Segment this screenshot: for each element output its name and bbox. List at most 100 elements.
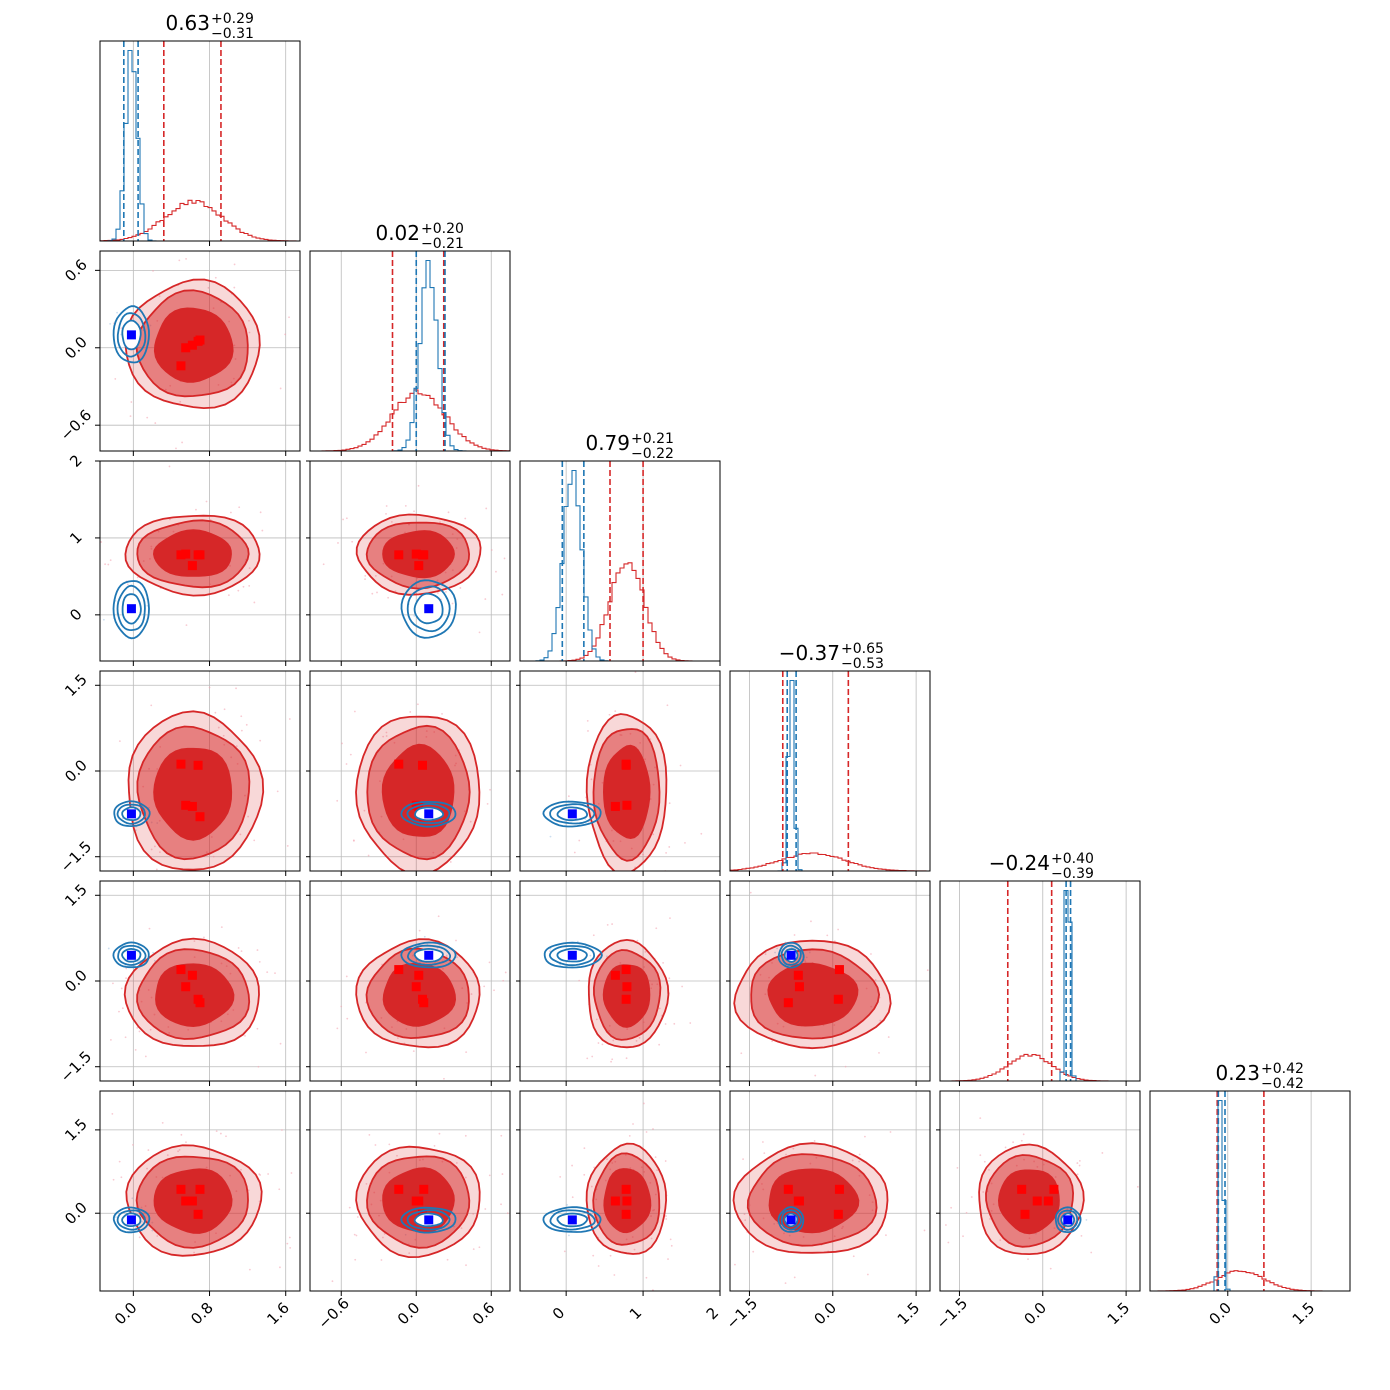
red-sample-point — [923, 1229, 926, 1232]
red-sample-point — [612, 1039, 615, 1042]
red-marker — [414, 970, 424, 980]
red-marker — [394, 1184, 404, 1194]
red-sample-point — [813, 1140, 816, 1142]
blue-sample-point — [151, 1229, 154, 1232]
blue-truth-marker — [786, 950, 796, 960]
red-sample-point — [814, 1074, 817, 1077]
red-sample-point — [276, 790, 279, 793]
red-contour-2 — [997, 1169, 1060, 1235]
red-sample-point — [563, 1250, 566, 1253]
red-contour-2 — [152, 529, 232, 577]
panel-frame — [309, 1090, 511, 1292]
blue-contour-1 — [116, 1209, 147, 1231]
blue-sample-point — [109, 322, 112, 325]
red-sample-point — [590, 778, 593, 781]
red-sample-point — [642, 853, 644, 856]
red-sample-point — [163, 878, 165, 880]
red-sample-point — [288, 718, 291, 720]
red-sample-point — [367, 854, 370, 857]
title-plus: +0.40 — [1051, 851, 1094, 867]
blue-sample-point — [568, 1234, 570, 1237]
title-median: 0.63 — [165, 11, 210, 35]
red-sample-point — [606, 1158, 608, 1161]
blue-truth-marker — [567, 809, 577, 819]
red-sample-point — [979, 1117, 982, 1119]
red-sample-point — [668, 977, 671, 980]
blue-contour-0 — [112, 1206, 151, 1234]
red-sample-point — [593, 1166, 596, 1169]
red-sample-point — [248, 331, 251, 334]
panel-5-2: 0 1 2 — [516, 1090, 722, 1323]
red-sample-point — [571, 1164, 573, 1167]
red-marker — [181, 343, 191, 353]
red-sample-point — [589, 763, 592, 766]
y-tick-label: 1.5 — [61, 880, 91, 910]
red-sample-point — [178, 259, 181, 262]
red-sample-point — [138, 1030, 141, 1033]
red-sample-point — [710, 1214, 712, 1216]
red-sample-point — [608, 713, 611, 716]
blue-truth-marker — [126, 950, 136, 960]
red-sample-point — [382, 735, 385, 738]
red-sample-point — [668, 846, 671, 848]
red-sample-point — [632, 1123, 634, 1125]
red-sample-point — [235, 745, 238, 747]
blue-contour-1 — [117, 944, 147, 966]
y-tick-label: 2 — [66, 451, 85, 470]
red-sample-point — [388, 1143, 391, 1146]
red-sample-point — [465, 1051, 468, 1054]
panel-3-1 — [306, 670, 511, 920]
red-sample-point — [152, 269, 154, 272]
red-sample-point — [100, 541, 103, 543]
red-sample-point — [120, 987, 123, 990]
red-sample-point — [898, 1300, 900, 1302]
red-marker — [610, 1196, 620, 1206]
panel-5-0: 0.0 1.5 0.0 0.8 1.6 — [61, 1090, 301, 1329]
blue-truth-marker — [424, 1215, 434, 1225]
red-sample-point — [455, 939, 457, 942]
red-sample-point — [237, 947, 240, 949]
red-sample-point — [945, 1224, 947, 1226]
red-sample-point — [146, 416, 149, 419]
red-sample-point — [148, 927, 151, 930]
red-sample-point — [278, 1188, 281, 1191]
red-sample-point — [681, 985, 684, 988]
red-marker — [195, 550, 205, 560]
x-tick-label: 0.0 — [111, 1299, 141, 1329]
red-sample-point — [274, 972, 276, 974]
red-sample-point — [441, 712, 443, 715]
red-sample-point — [353, 710, 356, 713]
red-sample-point — [754, 821, 756, 823]
red-sample-point — [64, 302, 66, 304]
red-sample-point — [725, 1276, 727, 1278]
red-sample-point — [219, 1132, 222, 1135]
red-sample-point — [146, 1167, 148, 1170]
red-sample-point — [485, 507, 488, 510]
red-sample-point — [625, 1057, 628, 1060]
blue-sample-point — [413, 614, 416, 617]
red-sample-point — [965, 1181, 967, 1183]
red-sample-point — [341, 742, 343, 745]
red-sample-point — [460, 1227, 463, 1230]
blue-truth-marker — [1063, 1215, 1073, 1225]
red-sample-point — [179, 597, 181, 599]
red-sample-point — [864, 1135, 866, 1138]
red-sample-point — [259, 739, 262, 742]
red-sample-point — [447, 511, 450, 514]
red-sample-point — [458, 918, 460, 920]
red-sample-point — [664, 1023, 667, 1025]
red-sample-point — [885, 1234, 887, 1237]
red-sample-point — [412, 1050, 415, 1053]
red-sample-point — [493, 989, 495, 992]
blue-truth-marker — [126, 604, 136, 614]
red-sample-point — [571, 1196, 574, 1199]
red-sample-point — [701, 1211, 703, 1213]
red-sample-point — [988, 1168, 990, 1171]
red-sample-point — [866, 1273, 869, 1276]
red-sample-point — [634, 671, 637, 674]
panel-2-0: 0 1 2 — [66, 451, 301, 666]
red-sample-point — [982, 1191, 985, 1193]
panel-4-2 — [516, 880, 721, 1086]
red-marker — [783, 1184, 793, 1194]
red-sample-point — [96, 879, 98, 881]
